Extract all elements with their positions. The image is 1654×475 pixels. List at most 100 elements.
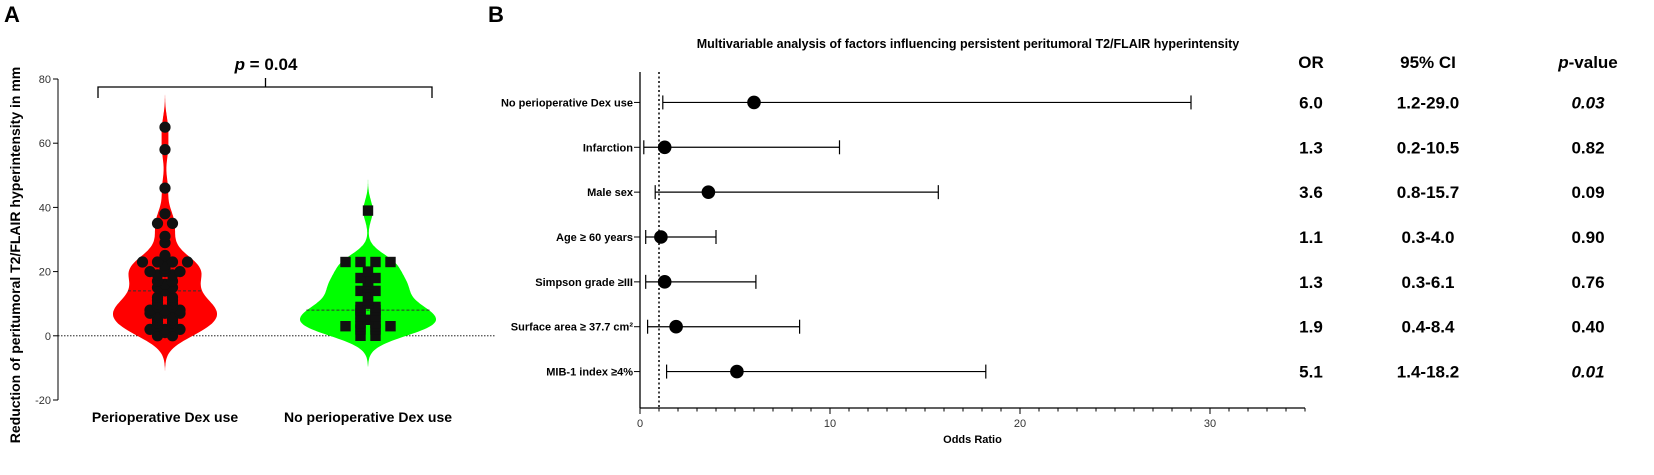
p-value: 0.82: [1571, 138, 1604, 157]
factor-label: No perioperative Dex use: [501, 97, 633, 109]
p-value: 0.76: [1571, 273, 1604, 292]
data-point: [166, 291, 179, 303]
or-value: 1.9: [1299, 318, 1323, 337]
factor-label: Simpson grade ≥III: [535, 277, 633, 289]
data-point: [370, 285, 381, 297]
or-value: 3.6: [1299, 183, 1323, 202]
p-value: 0.09: [1571, 183, 1604, 202]
factor-label: Age ≥ 60 years: [556, 232, 633, 244]
data-point: [355, 272, 366, 284]
y-tick-label: 0: [45, 331, 51, 343]
y-tick-label: -20: [35, 395, 51, 407]
data-point: [355, 330, 366, 341]
data-point: [159, 230, 171, 242]
data-point: [385, 321, 396, 332]
p-suffix: -value: [1569, 53, 1618, 72]
odds-ratio-point: [747, 95, 761, 110]
violin-group: [300, 179, 436, 367]
forest-plot-panel: Multivariable analysis of factors influe…: [501, 37, 1618, 446]
data-point: [181, 256, 194, 268]
data-point: [355, 285, 366, 297]
ci-value: 0.3-4.0: [1402, 228, 1455, 247]
odds-ratio-point: [657, 275, 672, 289]
p-symbol: p: [234, 55, 245, 74]
data-point: [362, 295, 374, 306]
ci-value: 0.2-10.5: [1397, 138, 1459, 157]
data-point: [159, 144, 171, 156]
y-tick-label: 80: [39, 74, 51, 86]
odds-ratio-point: [669, 319, 683, 334]
forest-row: No perioperative Dex use 6.0 1.2-29.0 0.03: [501, 93, 1605, 112]
data-point: [340, 321, 351, 332]
or-value: 1.3: [1299, 138, 1323, 157]
or-column-header: OR: [1298, 53, 1324, 72]
factor-label: MIB-1 index ≥4%: [546, 367, 633, 379]
data-point: [159, 208, 171, 220]
data-point: [151, 291, 164, 303]
x-tick-label: 20: [1014, 418, 1026, 430]
ci-value: 1.4-18.2: [1397, 363, 1459, 382]
panel-a-letter: A: [4, 2, 20, 27]
ci-value: 1.2-29.0: [1397, 93, 1459, 112]
odds-ratio-point: [657, 140, 672, 155]
odds-ratio-point: [701, 185, 716, 199]
factor-label: Male sex: [587, 187, 634, 199]
significance-bracket: [97, 86, 433, 98]
y-tick-label: 60: [39, 138, 51, 150]
data-point: [370, 317, 381, 329]
forest-row: Male sex 3.6 0.8-15.7 0.09: [587, 183, 1604, 202]
data-point: [370, 301, 381, 313]
data-point: [159, 249, 171, 262]
data-point: [355, 256, 366, 268]
ci-value: 0.4-8.4: [1402, 318, 1455, 337]
data-point: [362, 276, 374, 287]
violin-group: [113, 92, 217, 371]
p-value-annotation: p = 0.04: [234, 55, 298, 74]
x-tick-label: 0: [637, 418, 643, 430]
forest-row: Infarction 1.3 0.2-10.5 0.82: [583, 138, 1605, 157]
data-point: [151, 256, 164, 268]
x-tick-label: 30: [1204, 418, 1216, 430]
data-point: [166, 256, 179, 268]
or-value: 5.1: [1299, 363, 1323, 382]
data-point: [151, 217, 164, 229]
p-value: = 0.04: [245, 55, 298, 74]
panel-b-letter: B: [488, 2, 504, 27]
p-column-header: p-value: [1557, 53, 1618, 72]
p-value: 0.90: [1571, 228, 1604, 247]
factor-label: Infarction: [583, 142, 633, 154]
p-value: 0.01: [1571, 363, 1604, 382]
odds-ratio-point: [730, 364, 744, 379]
data-point: [370, 330, 381, 341]
data-point: [159, 182, 171, 194]
forest-title: Multivariable analysis of factors influe…: [697, 37, 1240, 51]
data-point: [355, 317, 366, 329]
data-point: [144, 266, 156, 278]
y-tick-label: 40: [39, 202, 51, 214]
y-tick-label: 20: [39, 267, 51, 279]
data-point: [136, 256, 149, 268]
data-point: [370, 272, 381, 284]
data-point: [340, 256, 351, 268]
ci-value: 0.3-6.1: [1402, 273, 1455, 292]
factor-label: Surface area ≥ 37.7 cm²: [511, 322, 634, 334]
data-point: [362, 288, 374, 300]
x-category-label: Perioperative Dex use: [92, 409, 239, 425]
or-value: 1.1: [1299, 228, 1323, 247]
or-value: 6.0: [1299, 93, 1323, 112]
data-point: [362, 205, 374, 216]
data-point: [159, 121, 171, 133]
forest-row: Simpson grade ≥III 1.3 0.3-6.1 0.76: [535, 273, 1604, 292]
violin-plot-panel: -20 0 20 40 60 80 Reduction of peritumoral T2/…: [7, 55, 496, 443]
data-point: [362, 314, 374, 325]
or-value: 1.3: [1299, 273, 1323, 292]
data-point: [370, 256, 381, 268]
data-point: [174, 266, 186, 278]
data-point: [385, 256, 396, 268]
y-axis-label: Reduction of peritumoral T2/FLAIR hyperi…: [7, 67, 23, 443]
odds-ratio-point: [654, 230, 668, 244]
p-value: 0.40: [1571, 318, 1604, 337]
x-tick-label: 10: [824, 418, 836, 430]
data-point: [166, 217, 179, 229]
